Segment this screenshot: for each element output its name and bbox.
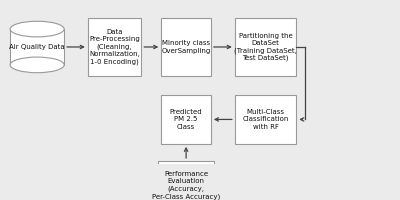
Text: Performance
Evaluation
(Accuracy,
Per-Class Accuracy): Performance Evaluation (Accuracy, Per-Cl… [152, 171, 220, 200]
FancyBboxPatch shape [158, 161, 214, 200]
FancyBboxPatch shape [161, 18, 211, 76]
Text: Data
Pre-Processing
(Cleaning,
Normalization,
1-0 Encoding): Data Pre-Processing (Cleaning, Normaliza… [89, 29, 140, 65]
Polygon shape [10, 29, 64, 65]
FancyBboxPatch shape [235, 95, 296, 144]
Text: Partitioning the
DataSet
(Training DataSet,
Test DataSet): Partitioning the DataSet (Training DataS… [234, 33, 297, 61]
FancyBboxPatch shape [88, 18, 142, 76]
FancyBboxPatch shape [161, 95, 211, 144]
FancyBboxPatch shape [235, 18, 296, 76]
Text: Predicted
PM 2.5
Class: Predicted PM 2.5 Class [170, 109, 202, 130]
Text: Minority class
OverSampling: Minority class OverSampling [162, 40, 211, 54]
Text: Air Quality Data: Air Quality Data [9, 44, 65, 50]
Ellipse shape [10, 57, 64, 73]
Ellipse shape [10, 21, 64, 37]
Text: Multi-Class
Classification
with RF: Multi-Class Classification with RF [242, 109, 289, 130]
